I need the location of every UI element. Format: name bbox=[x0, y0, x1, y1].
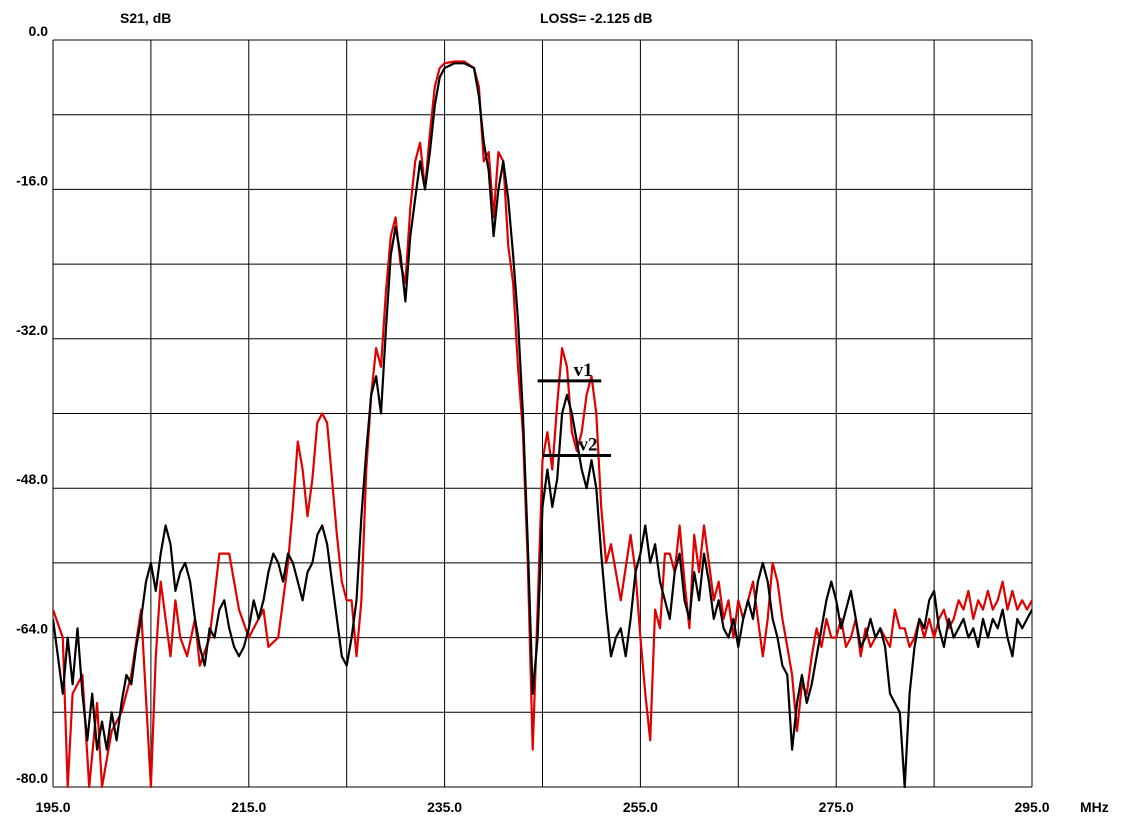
x-tick-label: 235.0 bbox=[427, 799, 462, 815]
series-line-2 bbox=[53, 62, 1032, 789]
x-tick-label: 215.0 bbox=[231, 799, 266, 815]
markers: v1 v2 bbox=[537, 360, 612, 458]
series-line-1 bbox=[53, 60, 1032, 789]
series-group bbox=[53, 60, 1032, 789]
y-tick-label: 0.0 bbox=[29, 23, 49, 39]
y-tick-label: -16.0 bbox=[16, 172, 48, 188]
marker-label-v1: v1 bbox=[574, 360, 593, 381]
y-tick-label: -48.0 bbox=[16, 471, 48, 487]
grid bbox=[52, 39, 1033, 788]
y-tick-label: -80.0 bbox=[16, 770, 48, 786]
y-axis-title: S21, dB bbox=[120, 10, 171, 26]
x-tick-label: 275.0 bbox=[819, 799, 854, 815]
marker-label-v2: v2 bbox=[579, 435, 598, 456]
x-tick-label: 255.0 bbox=[623, 799, 658, 815]
tick-labels: 195.0 215.0 235.0 255.0 275.0 295.0 MHz 0.0 -16.… bbox=[16, 23, 1109, 815]
y-tick-label: -32.0 bbox=[16, 322, 48, 338]
x-unit-label: MHz bbox=[1080, 799, 1109, 815]
x-tick-label: 295.0 bbox=[1014, 799, 1049, 815]
loss-readout: LOSS= -2.125 dB bbox=[540, 10, 652, 26]
x-tick-label: 195.0 bbox=[35, 799, 70, 815]
y-tick-label: -64.0 bbox=[16, 621, 48, 637]
